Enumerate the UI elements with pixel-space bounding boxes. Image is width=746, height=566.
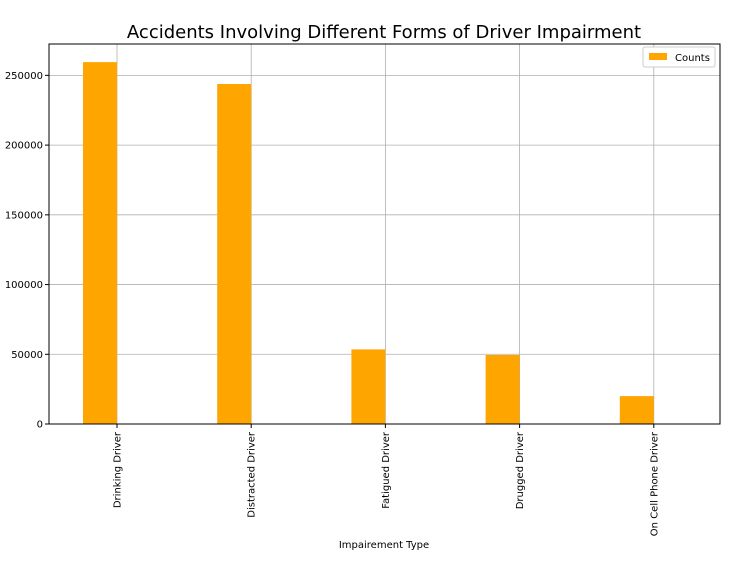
legend-box: [642, 46, 716, 68]
y-tick-label: 50000: [11, 350, 43, 361]
y-axis-ticks: 0 50000 100000 150000 200000 250000: [5, 71, 49, 431]
x-tick-label: Drugged Driver: [515, 431, 526, 509]
legend: Counts: [642, 46, 716, 68]
bar: [351, 349, 386, 424]
x-tick-label: Drinking Driver: [113, 431, 124, 508]
legend-swatch: [649, 53, 667, 60]
plot-frame: [48, 43, 721, 425]
y-tick-label: 150000: [5, 210, 43, 221]
bar: [217, 84, 252, 424]
bar: [619, 396, 654, 424]
y-tick-label: 0: [37, 420, 43, 431]
bar: [485, 354, 520, 424]
chart-title: Accidents Involving Different Forms of D…: [127, 22, 641, 43]
y-tick-label: 200000: [5, 141, 43, 152]
x-tick-label: On Cell Phone Driver: [649, 431, 660, 536]
x-tick-label: Distracted Driver: [247, 431, 258, 518]
bars: [83, 62, 654, 424]
y-tick-label: 250000: [5, 71, 43, 82]
bar: [83, 62, 117, 424]
y-tick-label: 100000: [5, 280, 43, 291]
legend-label: Counts: [675, 53, 710, 64]
x-tick-label: Fatigued Driver: [381, 431, 392, 509]
x-axis-ticks: Drinking Driver Distracted Driver Fatigued…: [113, 424, 660, 536]
x-axis-label: Impairement Type: [339, 540, 429, 551]
